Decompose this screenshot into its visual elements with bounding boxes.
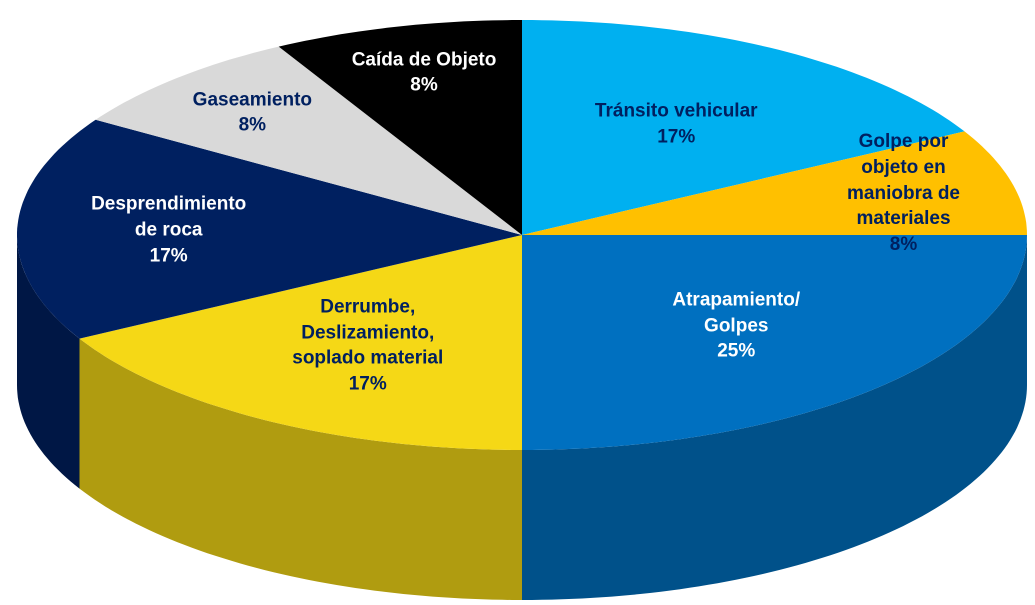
pie-side <box>17 235 80 489</box>
value-label: 17% <box>149 245 188 267</box>
category-label: Derrumbe, Deslizamiento, soplado materia… <box>292 296 444 370</box>
category-label: Desprendimiento de roca <box>91 193 247 241</box>
pie-side <box>522 235 1027 600</box>
category-label: Golpe por objeto en maniobra de material… <box>847 131 961 230</box>
slice-label: Derrumbe, Deslizamiento, soplado materia… <box>292 295 443 398</box>
pie-slice <box>522 20 965 235</box>
slice-label: Atrapamiento/ Golpes 25% <box>672 288 800 365</box>
pie-slice <box>278 20 522 235</box>
pie-slice <box>79 235 522 450</box>
pie-slice <box>522 131 1027 235</box>
category-label: Tránsito vehicular <box>594 100 758 122</box>
value-label: 8% <box>238 114 267 136</box>
pie-side <box>79 338 522 600</box>
slice-label: Desprendimiento de roca 17% <box>91 192 246 269</box>
value-label: 17% <box>657 125 696 147</box>
slice-label: Gaseamiento 8% <box>193 87 312 138</box>
category-label: Gaseamiento <box>192 89 313 111</box>
slice-label: Tránsito vehicular 17% <box>595 98 758 149</box>
value-label: 8% <box>410 74 438 96</box>
category-label: Caída de Objeto <box>351 48 497 70</box>
value-label: 17% <box>348 373 387 395</box>
value-label: 25% <box>717 341 756 363</box>
slice-label: Caída de Objeto 8% <box>352 47 497 98</box>
pie-slice <box>522 235 1027 450</box>
pie-slice <box>95 46 522 235</box>
pie-slice <box>17 119 522 339</box>
slice-label: Golpe por objeto en maniobra de material… <box>838 129 969 257</box>
category-label: Atrapamiento/ Golpes <box>672 289 801 337</box>
value-label: 8% <box>889 233 918 255</box>
